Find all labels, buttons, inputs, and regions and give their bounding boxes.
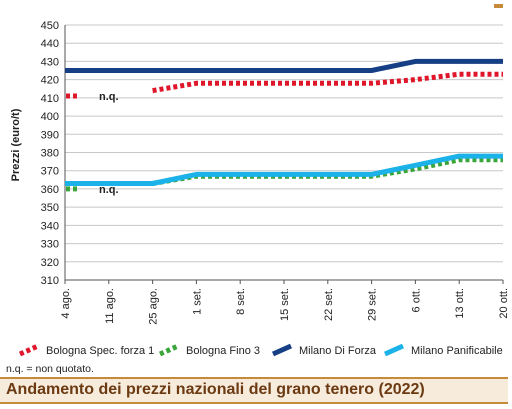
y-tick-label: 440: [41, 38, 59, 50]
y-tick-label: 410: [41, 93, 59, 105]
legend-swatch: [158, 343, 180, 357]
legend-label: Milano Di Forza: [299, 345, 377, 357]
x-tick-label: 11 ago.: [104, 288, 116, 324]
corner-mark: [494, 4, 503, 8]
y-tick-label: 360: [41, 184, 59, 196]
y-axis-label: Prezzi (euro/t): [10, 108, 22, 181]
x-tick-label: 15 set.: [279, 288, 291, 321]
y-tick-label: 450: [41, 20, 59, 32]
y-tick-label: 390: [41, 129, 59, 141]
x-tick-label: 29 set.: [367, 288, 379, 321]
legend-swatch: [271, 343, 293, 357]
x-tick-label: 20 ott.: [498, 288, 510, 319]
y-tick-label: 330: [41, 239, 59, 251]
series-line-3: [65, 153, 503, 186]
caption-bar: Andamento dei prezzi nazionali del grano…: [0, 377, 508, 404]
x-tick-label: 25 ago.: [148, 288, 160, 325]
legend-label: Bologna Spec. forza 1: [46, 345, 154, 357]
nq-label: n.q.: [99, 91, 119, 103]
x-tick-label: 8 set.: [235, 288, 247, 315]
nq-label: n.q.: [99, 184, 119, 196]
y-tick-label: 370: [41, 166, 59, 178]
x-axis-ticks: 4 ago. 11 ago. 25 ago. 1 set. 8 set. 15 set. 2…: [60, 280, 510, 325]
y-tick-label: 320: [41, 257, 59, 269]
y-tick-label: 430: [41, 56, 59, 68]
legend: Bologna Spec. forza 1 Bologna Fino 3 Milan…: [18, 343, 503, 357]
footnote: n.q. = non quotato.: [6, 363, 94, 375]
chart-caption: Andamento dei prezzi nazionali del grano…: [6, 381, 425, 398]
legend-swatch: [383, 343, 405, 357]
x-tick-label: 13 ott.: [454, 288, 466, 319]
y-tick-label: 310: [41, 275, 59, 287]
x-tick-label: 4 ago.: [60, 288, 72, 319]
x-tick-label: 22 set.: [323, 288, 335, 321]
series-line-2: [65, 58, 503, 73]
grid-lines: [64, 24, 503, 281]
legend-swatch: [18, 343, 40, 357]
y-tick-label: 350: [41, 202, 59, 214]
y-axis-ticks: 310 320 330 340 350 360 370 380 390 400 410 420 430 4…: [41, 20, 59, 287]
legend-label: Milano Panificabile: [411, 345, 503, 357]
y-tick-label: 400: [41, 111, 59, 123]
series-line-1: [152, 157, 503, 186]
y-tick-label: 340: [41, 220, 59, 232]
legend-label: Bologna Fino 3: [186, 345, 260, 357]
series-lines: n.q. n.q.: [65, 58, 503, 196]
y-tick-label: 420: [41, 75, 59, 87]
y-tick-label: 380: [41, 148, 59, 160]
x-tick-label: 1 set.: [191, 288, 203, 315]
x-tick-label: 6 ott.: [410, 288, 422, 312]
series-line-0: [152, 71, 503, 94]
